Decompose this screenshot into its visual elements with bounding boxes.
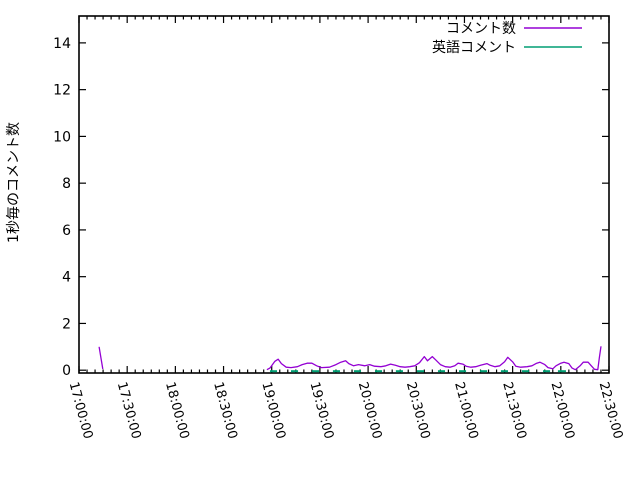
series-line	[98, 346, 104, 370]
x-tick-label: 19:00:00	[258, 380, 288, 440]
x-tick-label: 22:30:00	[596, 380, 626, 440]
y-tick-label: 2	[62, 316, 71, 332]
y-tick-label: 12	[53, 83, 71, 99]
series-line	[266, 346, 602, 371]
x-tick-label: 18:00:00	[162, 380, 192, 440]
x-tick-label: 17:00:00	[66, 380, 96, 440]
x-tick-label: 21:00:00	[451, 380, 481, 440]
y-tick-label: 4	[62, 270, 71, 286]
y-tick-label: 0	[62, 363, 71, 379]
x-tick-label: 22:00:00	[547, 380, 577, 440]
y-tick-label: 10	[53, 129, 71, 145]
legend-label: 英語コメント	[432, 39, 516, 56]
y-tick-label: 8	[62, 176, 71, 192]
x-tick-label: 21:30:00	[499, 380, 529, 440]
y-tick-label: 14	[53, 36, 71, 52]
x-tick-label: 18:30:00	[210, 380, 240, 440]
y-axis-title: 1秒毎のコメント数	[6, 122, 22, 243]
x-tick-label: 19:30:00	[307, 380, 337, 440]
x-tick-label: 17:30:00	[114, 380, 144, 440]
y-tick-label: 6	[62, 223, 71, 239]
x-tick-label: 20:00:00	[355, 380, 385, 440]
x-tick-label: 20:30:00	[403, 380, 433, 440]
plot-border	[78, 15, 610, 374]
legend-label: コメント数	[446, 21, 516, 37]
